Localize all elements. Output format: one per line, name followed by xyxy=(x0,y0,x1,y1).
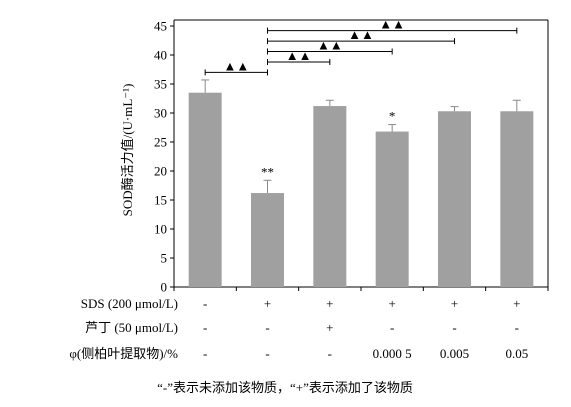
table-cell: - xyxy=(265,320,269,335)
comparison-marker: ▲▲ xyxy=(223,58,249,73)
y-tick-label: 20 xyxy=(154,164,167,179)
bar xyxy=(500,111,534,287)
footnote: “-”表示未添加该物质，“+”表示添加了该物质 xyxy=(157,380,413,395)
bar xyxy=(251,193,284,287)
y-tick-label: 35 xyxy=(154,77,167,92)
comparison-marker: ▲▲ xyxy=(348,27,374,42)
table-cell: + xyxy=(326,296,333,311)
table-cell: + xyxy=(264,296,271,311)
y-tick-label: 40 xyxy=(154,48,167,63)
table-cell: - xyxy=(328,346,332,361)
y-tick-label: 5 xyxy=(161,251,168,266)
bar xyxy=(313,106,347,287)
bar xyxy=(188,92,222,287)
table-row-label: 芦丁 (50 μmol/L) xyxy=(85,320,178,335)
table-cell: - xyxy=(390,320,394,335)
table-cell: - xyxy=(452,320,456,335)
comparison-marker: ▲▲ xyxy=(317,38,343,53)
table-cell: + xyxy=(513,296,520,311)
y-tick-label: 10 xyxy=(154,222,167,237)
y-axis-label: SOD酶活力值/(U·mL⁻¹) xyxy=(120,84,135,217)
table-cell: + xyxy=(326,320,333,335)
bar xyxy=(375,131,409,287)
table-cell: 0.000 5 xyxy=(373,346,412,361)
comparison-marker: ▲▲ xyxy=(286,48,312,63)
table-cell: 0.05 xyxy=(505,346,528,361)
y-tick-label: 0 xyxy=(161,280,168,295)
bar xyxy=(438,111,471,287)
table-cell: - xyxy=(265,346,269,361)
comparison-marker: ▲▲ xyxy=(379,17,405,32)
table-cell: - xyxy=(203,296,207,311)
significance-label: ** xyxy=(261,164,274,179)
table-cell: + xyxy=(388,296,395,311)
table-row-label: φ(侧柏叶提取物)/% xyxy=(69,346,178,361)
significance-label: * xyxy=(389,109,396,124)
table-cell: - xyxy=(203,346,207,361)
y-tick-label: 15 xyxy=(154,193,167,208)
table-cell: - xyxy=(515,320,519,335)
y-tick-label: 25 xyxy=(154,135,167,150)
table-row-label: SDS (200 μmol/L) xyxy=(81,296,178,311)
y-tick-label: 45 xyxy=(154,19,167,34)
table-cell: - xyxy=(203,320,207,335)
y-tick-label: 30 xyxy=(154,106,167,121)
table-cell: 0.005 xyxy=(440,346,469,361)
table-cell: + xyxy=(451,296,458,311)
